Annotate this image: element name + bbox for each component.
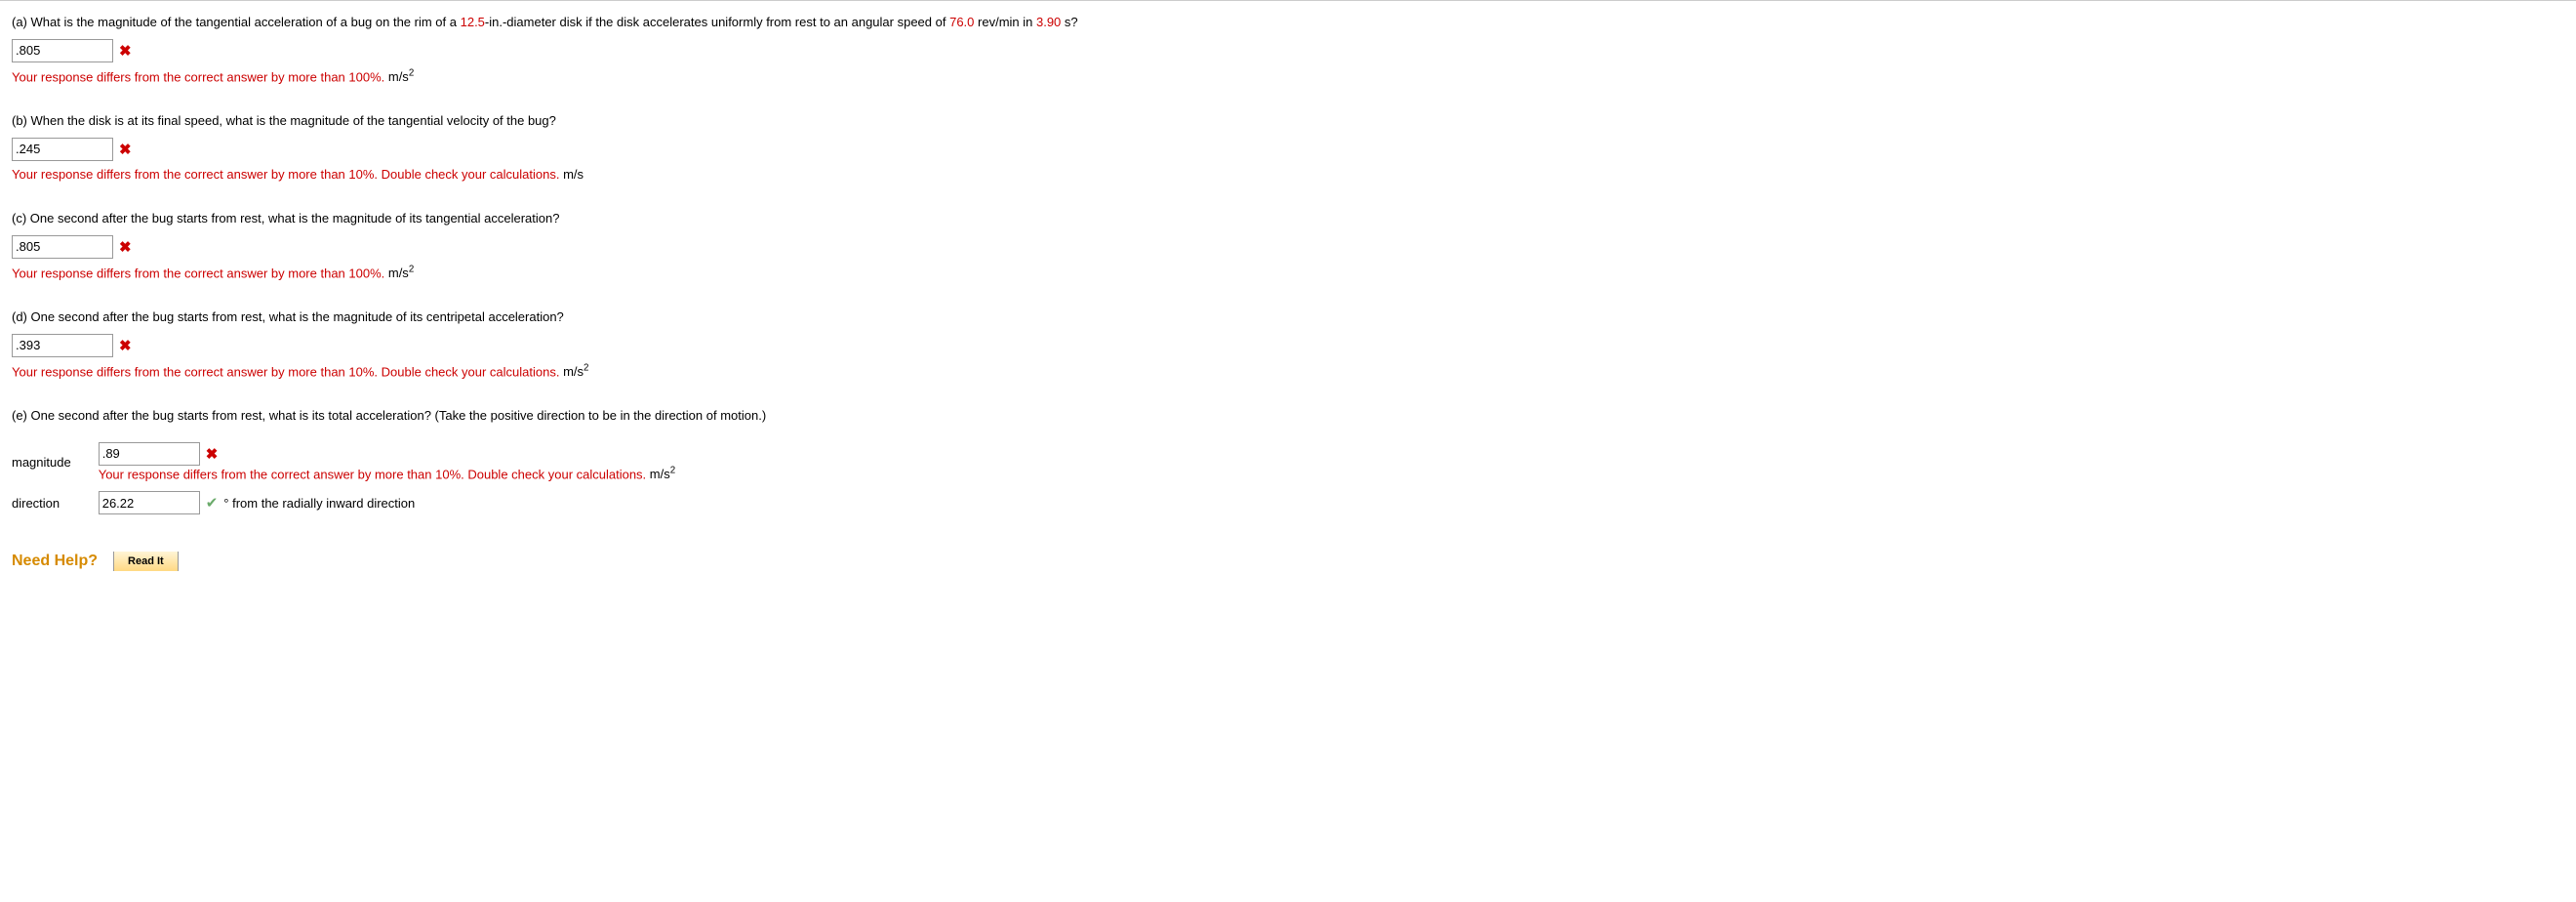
text-segment: (a) What is the magnitude of the tangent… [12, 15, 461, 29]
question-e-text: (e) One second after the bug starts from… [12, 406, 2564, 427]
answer-input-e-direction[interactable] [99, 491, 200, 514]
answer-input-a[interactable] [12, 39, 113, 62]
answer-input-d[interactable] [12, 334, 113, 357]
text-segment: -in.-diameter disk if the disk accelerat… [485, 15, 949, 29]
feedback-text-c: Your response differs from the correct a… [12, 266, 384, 280]
answer-row-d: ✖ [12, 334, 2564, 357]
value-time: 3.90 [1036, 15, 1061, 29]
correct-icon: ✔ [206, 494, 219, 512]
answer-input-b[interactable] [12, 138, 113, 161]
feedback-text-b: Your response differs from the correct a… [12, 167, 559, 182]
units-d: m/s2 [559, 364, 588, 379]
question-b-text: (b) When the disk is at its final speed,… [12, 111, 2564, 132]
feedback-row-e-magnitude: Your response differs from the correct a… [99, 466, 675, 481]
question-part-a: (a) What is the magnitude of the tangent… [12, 13, 2564, 84]
feedback-text-a: Your response differs from the correct a… [12, 69, 384, 84]
answer-input-e-magnitude[interactable] [99, 442, 200, 466]
magnitude-label: magnitude [12, 442, 99, 481]
feedback-row-a: Your response differs from the correct a… [12, 68, 2564, 84]
value-angular-speed: 76.0 [949, 15, 974, 29]
units-e-magnitude: m/s2 [646, 467, 675, 481]
answer-row-b: ✖ [12, 138, 2564, 161]
question-c-text: (c) One second after the bug starts from… [12, 209, 2564, 229]
need-help-row: Need Help? Read It [12, 552, 2564, 571]
incorrect-icon: ✖ [119, 42, 132, 60]
question-part-b: (b) When the disk is at its final speed,… [12, 111, 2564, 182]
question-a-text: (a) What is the magnitude of the tangent… [12, 13, 2564, 33]
units-a: m/s2 [384, 69, 414, 84]
magnitude-content: ✖ Your response differs from the correct… [99, 442, 675, 481]
direction-label: direction [12, 491, 99, 514]
answer-input-c[interactable] [12, 235, 113, 259]
feedback-row-b: Your response differs from the correct a… [12, 167, 2564, 182]
incorrect-icon: ✖ [206, 445, 219, 463]
question-d-text: (d) One second after the bug starts from… [12, 308, 2564, 328]
feedback-row-d: Your response differs from the correct a… [12, 363, 2564, 379]
text-segment: rev/min in [974, 15, 1036, 29]
feedback-row-c: Your response differs from the correct a… [12, 265, 2564, 280]
direction-content: ✔ ° from the radially inward direction [99, 491, 675, 514]
units-b: m/s [559, 167, 584, 182]
question-part-c: (c) One second after the bug starts from… [12, 209, 2564, 280]
answer-row-c: ✖ [12, 235, 2564, 259]
feedback-text-d: Your response differs from the correct a… [12, 364, 559, 379]
question-part-e: (e) One second after the bug starts from… [12, 406, 2564, 524]
units-c: m/s2 [384, 266, 414, 280]
answer-row-a: ✖ [12, 39, 2564, 62]
feedback-text-e-magnitude: Your response differs from the correct a… [99, 467, 646, 481]
read-it-button[interactable]: Read It [113, 552, 179, 571]
incorrect-icon: ✖ [119, 141, 132, 158]
units-e-direction: ° from the radially inward direction [223, 496, 415, 511]
need-help-label: Need Help? [12, 553, 98, 570]
text-segment: s? [1061, 15, 1077, 29]
incorrect-icon: ✖ [119, 238, 132, 256]
incorrect-icon: ✖ [119, 337, 132, 354]
magnitude-row: magnitude ✖ Your response differs from t… [12, 442, 675, 481]
question-part-d: (d) One second after the bug starts from… [12, 308, 2564, 379]
value-diameter: 12.5 [461, 15, 485, 29]
direction-row: direction ✔ ° from the radially inward d… [12, 491, 675, 514]
part-e-table: magnitude ✖ Your response differs from t… [12, 432, 675, 524]
